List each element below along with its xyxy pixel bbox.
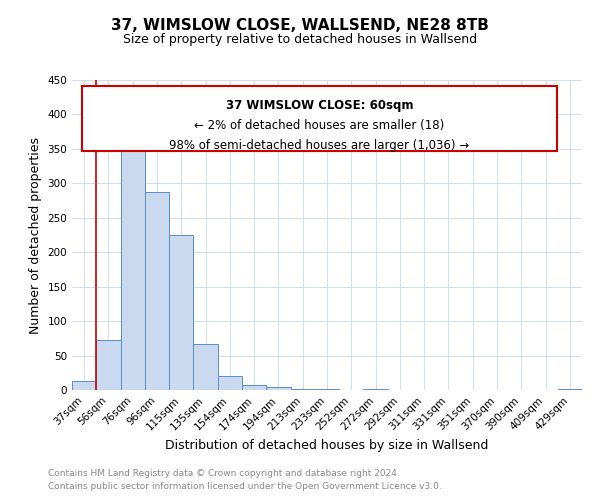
Text: ← 2% of detached houses are smaller (18): ← 2% of detached houses are smaller (18) [194,118,445,132]
Bar [242,385,266,390]
Bar [96,340,121,390]
Bar [558,388,582,390]
Text: Contains public sector information licensed under the Open Government Licence v3: Contains public sector information licen… [48,482,442,491]
Bar [193,344,218,390]
Text: 37, WIMSLOW CLOSE, WALLSEND, NE28 8TB: 37, WIMSLOW CLOSE, WALLSEND, NE28 8TB [111,18,489,32]
FancyBboxPatch shape [82,86,557,152]
Bar [266,386,290,390]
Bar [218,376,242,390]
X-axis label: Distribution of detached houses by size in Wallsend: Distribution of detached houses by size … [166,438,488,452]
Text: 98% of semi-detached houses are larger (1,036) →: 98% of semi-detached houses are larger (… [169,139,469,152]
Text: 37 WIMSLOW CLOSE: 60sqm: 37 WIMSLOW CLOSE: 60sqm [226,98,413,112]
Bar [121,140,145,390]
Bar [169,235,193,390]
Text: Contains HM Land Registry data © Crown copyright and database right 2024.: Contains HM Land Registry data © Crown c… [48,468,400,477]
Y-axis label: Number of detached properties: Number of detached properties [29,136,42,334]
Bar [72,381,96,390]
Bar [145,192,169,390]
Bar [290,388,315,390]
Text: Size of property relative to detached houses in Wallsend: Size of property relative to detached ho… [123,32,477,46]
